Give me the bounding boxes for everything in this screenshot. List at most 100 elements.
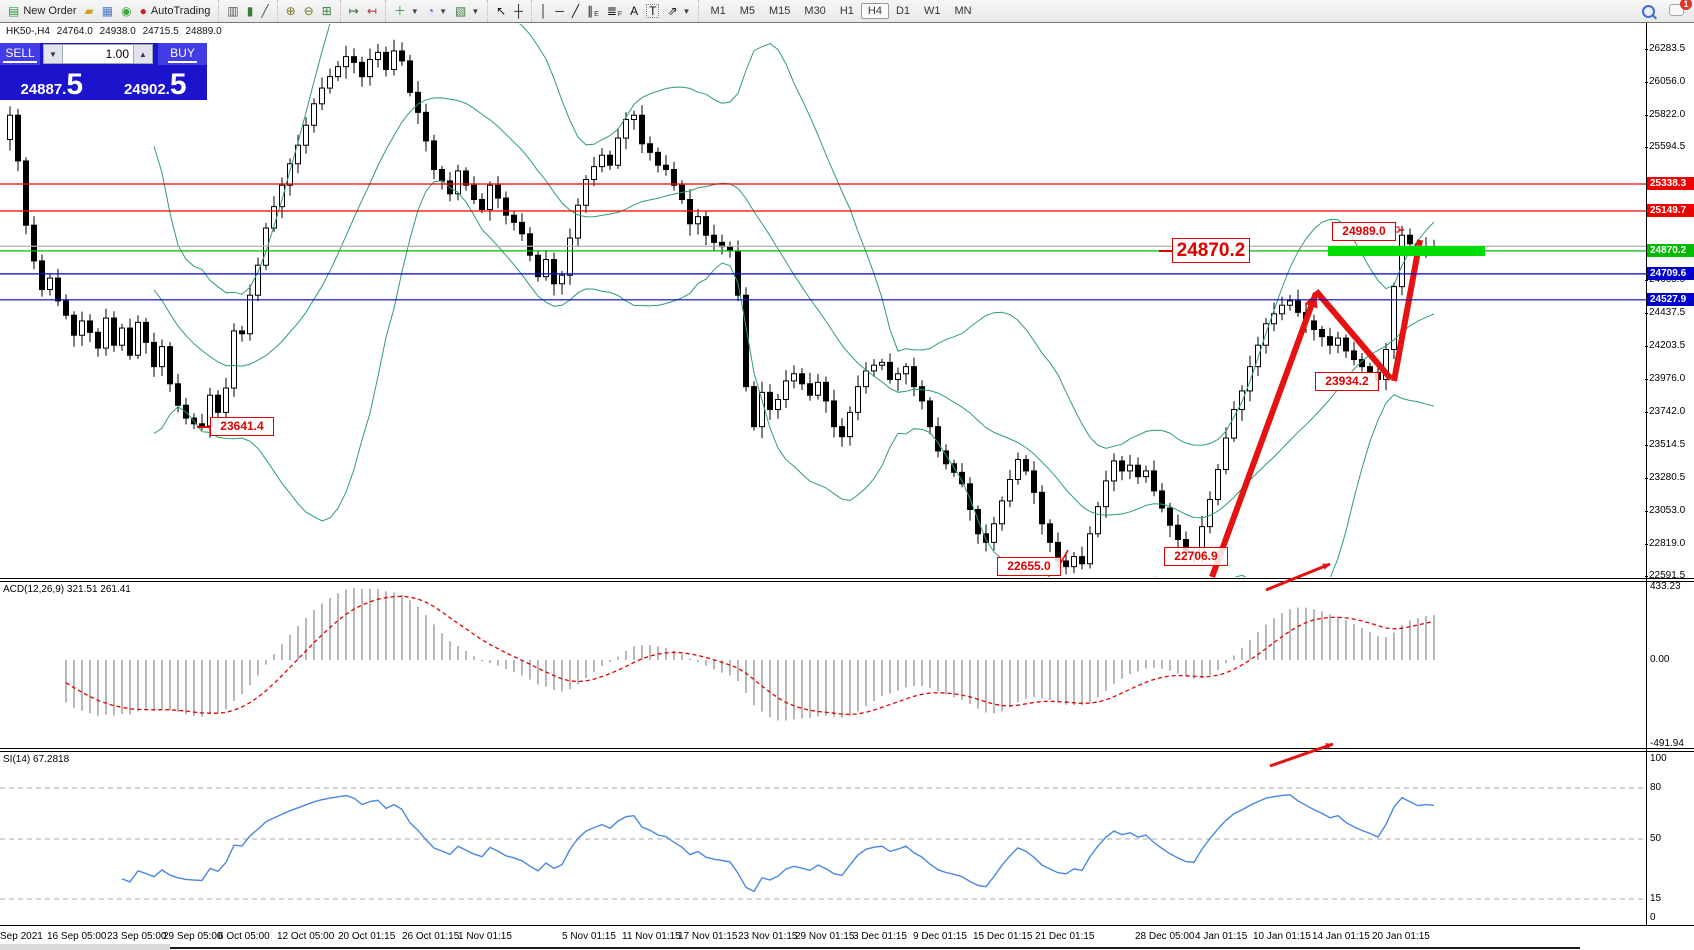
rsi-axis-value: 80 xyxy=(1650,782,1662,793)
horizontal-scrollbar[interactable] xyxy=(0,944,170,950)
price-annotation: 24989.0 xyxy=(1332,222,1396,241)
fibonacci-icon[interactable]: ≣ F xyxy=(606,4,623,18)
new-order-button[interactable]: ▤ New Order xyxy=(8,4,77,18)
sell-button[interactable]: SELL xyxy=(0,43,40,65)
chart-shift-icon[interactable]: ↤ xyxy=(363,1,381,21)
market-watch-icon[interactable]: ▰ xyxy=(81,1,98,21)
macd-separator[interactable] xyxy=(0,578,1694,579)
search-icon[interactable] xyxy=(1642,4,1655,18)
timeframe-h1[interactable]: H1 xyxy=(839,5,854,17)
new-order-button: ▤ xyxy=(8,4,20,18)
notification-badge: 1 xyxy=(1680,0,1692,10)
trendline-icon: ╱ xyxy=(571,4,580,18)
price-annotation: 22706.9 xyxy=(1164,547,1228,566)
time-label: 3 Dec 01:15 xyxy=(853,931,907,942)
chart-top-border xyxy=(0,22,1694,23)
price-tick: 26056.0 xyxy=(1644,75,1686,87)
time-label: 9 Dec 01:15 xyxy=(913,931,967,942)
time-label: 28 Dec 05:00 xyxy=(1135,931,1195,942)
text-label-icon[interactable]: T xyxy=(642,1,663,21)
price-badge: 24527.9 xyxy=(1647,292,1694,306)
price-annotation: 23934.2 xyxy=(1315,372,1379,391)
fibonacci-icon: ≣ xyxy=(606,4,617,18)
time-label: 6 Oct 05:00 xyxy=(218,931,270,942)
periods-icon: ◔ xyxy=(426,4,435,18)
timeframe-m1[interactable]: M1 xyxy=(710,5,726,17)
chart-shift-icon: ↤ xyxy=(366,4,377,18)
bar-chart-icon: ▥ xyxy=(227,4,239,18)
arrows-icon: ⇗ xyxy=(667,4,678,18)
periods-icon[interactable]: ◔ ▼ xyxy=(426,4,447,18)
time-label: 23 Sep 05:00 xyxy=(107,931,167,942)
timeframe-m15[interactable]: M15 xyxy=(769,5,791,17)
sell-price: 24887 . 5 xyxy=(20,68,84,101)
price-badge: 24870.2 xyxy=(1647,243,1694,257)
line-chart-icon[interactable]: ╱ xyxy=(257,1,272,21)
trendline-icon[interactable]: ╱ xyxy=(568,1,583,21)
price-tick: 23742.0 xyxy=(1644,406,1686,418)
one-click-trade-panel: SELL ▼ 1.00 ▲ BUY 24887 . 5 24902 . 5 xyxy=(0,43,207,100)
bar-chart-icon[interactable]: ▥ xyxy=(223,1,242,21)
crosshair-icon[interactable]: ┼ xyxy=(510,1,527,21)
time-label: 29 Nov 01:15 xyxy=(795,931,855,942)
main-toolbar: ▤ New Order ▰ ▦ ◉ ● AutoTrading ▥ ▮ ╱ ⊕ ⊖ ⊞ ↦ ↤ ＋ ▼ ◔ ▼ ▧ ▼ ↖… xyxy=(0,0,1694,23)
time-label: 4 Jan 01:15 xyxy=(1195,931,1248,942)
auto-scroll-icon[interactable]: ↦ xyxy=(345,1,363,21)
volume-input[interactable]: 1.00 xyxy=(63,44,133,64)
templates-icon[interactable]: ▧ ▼ xyxy=(454,4,480,18)
add-indicator-icon[interactable]: ＋ ▼ xyxy=(393,4,419,18)
time-label: 15 Dec 01:15 xyxy=(973,931,1033,942)
crosshair-icon: ┼ xyxy=(514,4,523,18)
timeframe-m30[interactable]: M30 xyxy=(804,5,826,17)
price-annotation: 22655.0 xyxy=(997,557,1061,576)
cursor-icon[interactable]: ↖ xyxy=(492,1,510,21)
price-tick: 22591.5 xyxy=(1644,570,1686,582)
price-tick: 24437.5 xyxy=(1644,306,1686,318)
price-tick: 24203.5 xyxy=(1644,340,1686,352)
cursor-icon: ↖ xyxy=(496,4,507,18)
price-tick: 23976.0 xyxy=(1644,372,1686,384)
price-tick: 23053.0 xyxy=(1644,504,1686,516)
expert-advisors-icon[interactable]: ▦ xyxy=(98,1,117,21)
time-label: 11 Nov 01:15 xyxy=(622,931,681,942)
equidistant-channel-icon: ∥ xyxy=(587,4,594,18)
price-tick: 26283.5 xyxy=(1644,43,1686,54)
zoom-in-icon[interactable]: ⊕ xyxy=(282,1,300,21)
notifications-button[interactable]: 1 xyxy=(1669,0,1692,19)
equidistant-channel-icon[interactable]: ∥ E xyxy=(587,4,599,18)
signals-icon[interactable]: ◉ xyxy=(117,1,135,21)
timeframe-d1[interactable]: D1 xyxy=(895,5,910,17)
volume-increase-button[interactable]: ▲ xyxy=(133,44,153,64)
tile-windows-icon: ⊞ xyxy=(321,4,332,18)
timeframe-m5[interactable]: M5 xyxy=(739,5,755,17)
volume-decrease-button[interactable]: ▼ xyxy=(43,44,63,64)
time-label: 17 Nov 01:15 xyxy=(678,931,738,942)
time-label: 29 Sep 05:00 xyxy=(163,931,223,942)
tile-windows-icon[interactable]: ⊞ xyxy=(318,1,336,21)
price-tick: 23280.5 xyxy=(1644,472,1686,483)
rsi-axis-value: 15 xyxy=(1650,893,1662,904)
price-badge: 25338.3 xyxy=(1647,177,1694,191)
zoom-out-icon[interactable]: ⊖ xyxy=(300,1,318,21)
timeframe-h4[interactable]: H4 xyxy=(860,3,889,19)
text-icon[interactable]: A xyxy=(626,1,642,21)
price-tick: 25822.0 xyxy=(1644,108,1686,120)
arrows-icon[interactable]: ⇗ ▼ xyxy=(667,4,691,18)
macd-axis-value: 0.00 xyxy=(1650,654,1670,665)
time-label: 1 Nov 01:15 xyxy=(458,931,512,942)
buy-price: 24902 . 5 xyxy=(123,68,187,101)
vertical-line-icon[interactable]: │ xyxy=(536,1,552,21)
buy-button[interactable]: BUY xyxy=(158,43,207,65)
candlestick-chart-icon: ▮ xyxy=(246,4,254,18)
rsi-separator[interactable] xyxy=(0,748,1694,749)
time-label: 12 Oct 05:00 xyxy=(277,931,335,942)
autotrading-button[interactable]: ● AutoTrading xyxy=(139,4,211,18)
horizontal-line-icon[interactable]: ─ xyxy=(551,1,568,21)
price-tick: 23514.5 xyxy=(1644,438,1686,450)
timeframe-w1[interactable]: W1 xyxy=(924,5,941,17)
candlestick-chart-icon[interactable]: ▮ xyxy=(243,1,258,21)
timeframe-mn[interactable]: MN xyxy=(954,5,972,17)
price-tick: 22819.0 xyxy=(1644,537,1686,549)
timeframe-toolbar: M1 M5 M15 M30 H1 H4 D1 W1 MN xyxy=(698,0,982,22)
